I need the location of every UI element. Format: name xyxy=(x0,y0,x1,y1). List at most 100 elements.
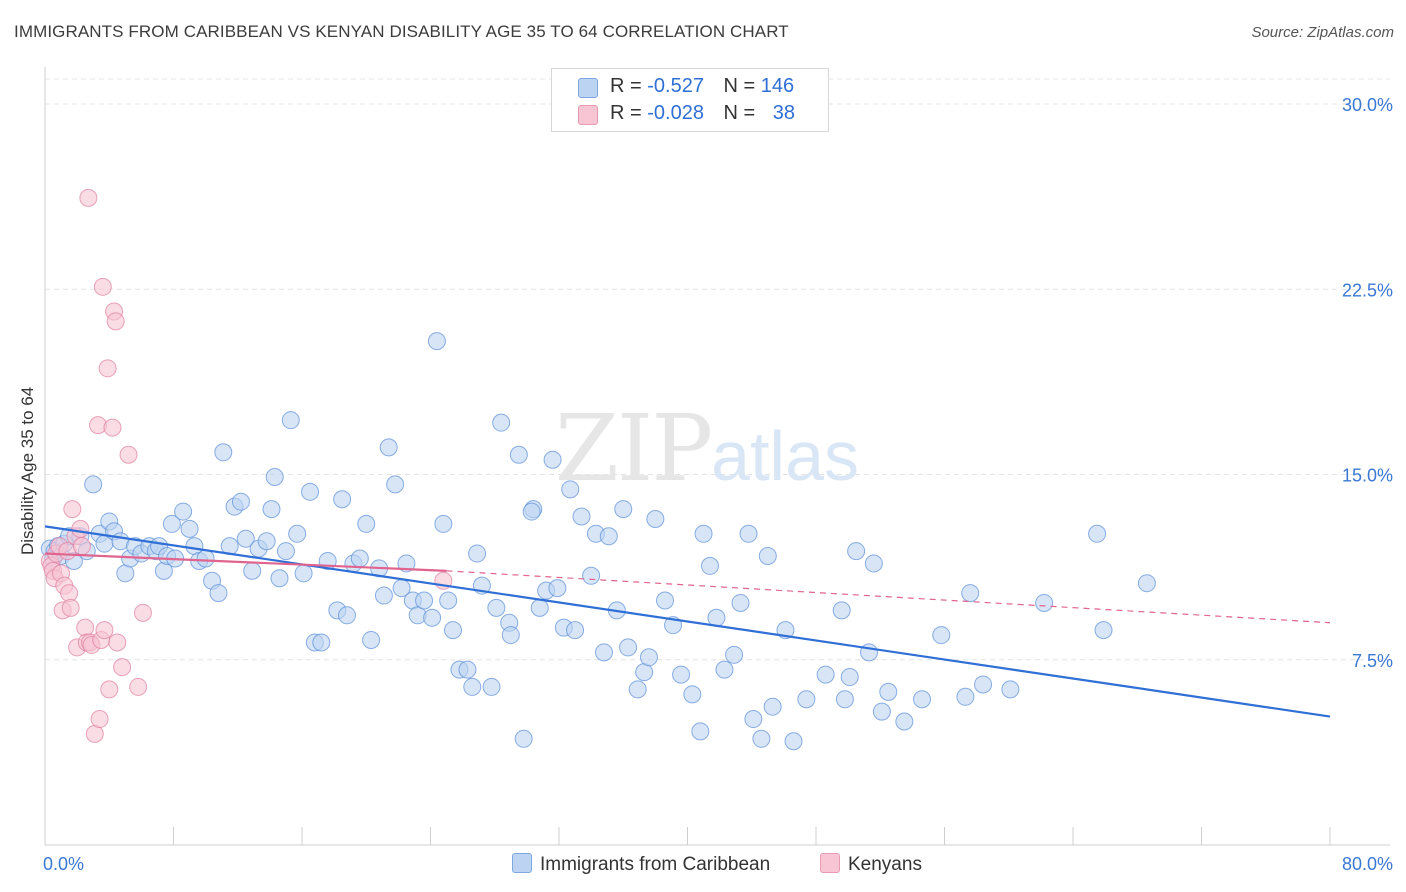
point-caribbean xyxy=(257,532,276,551)
y-tick-label: 30.0% xyxy=(1342,95,1393,115)
x-tick-label-min: 0.0% xyxy=(43,854,84,874)
point-caribbean xyxy=(744,710,763,729)
point-caribbean xyxy=(209,584,228,603)
point-caribbean xyxy=(594,643,613,662)
watermark: ZIPatlas xyxy=(555,395,859,502)
point-caribbean xyxy=(1088,524,1107,543)
trendline-kenyans-solid xyxy=(44,552,447,572)
y-tick-label: 22.5% xyxy=(1342,280,1393,300)
point-caribbean xyxy=(840,668,859,687)
point-caribbean xyxy=(276,542,295,561)
point-caribbean xyxy=(386,475,405,494)
y-tick-label: 7.5% xyxy=(1352,651,1393,671)
point-caribbean xyxy=(337,606,356,625)
point-caribbean xyxy=(214,443,233,462)
point-kenyans xyxy=(93,277,112,296)
bottom-legend-label-caribbean: Immigrants from Caribbean xyxy=(540,854,771,875)
point-kenyans xyxy=(95,621,114,640)
y-axis-label: Disability Age 35 to 64 xyxy=(18,386,37,555)
chart-title: IMMIGRANTS FROM CARIBBEAN VS KENYAN DISA… xyxy=(14,22,789,41)
watermark-zip: ZIP xyxy=(555,395,713,502)
point-caribbean xyxy=(301,482,320,501)
point-caribbean xyxy=(725,645,744,664)
point-caribbean xyxy=(879,682,898,701)
point-caribbean xyxy=(731,593,750,612)
legend-r-label: R = xyxy=(610,75,642,97)
point-caribbean xyxy=(561,480,580,499)
point-caribbean xyxy=(350,549,369,568)
point-caribbean xyxy=(374,586,393,605)
point-caribbean xyxy=(639,648,658,667)
point-caribbean xyxy=(270,569,289,588)
legend-r-label: R = xyxy=(610,102,642,124)
point-caribbean xyxy=(427,332,446,351)
point-kenyans xyxy=(79,188,98,207)
point-caribbean xyxy=(628,680,647,699)
point-caribbean xyxy=(1035,593,1054,612)
bottom-legend-swatch-kenyans xyxy=(820,853,840,873)
point-caribbean xyxy=(288,524,307,543)
point-caribbean xyxy=(243,561,262,580)
point-caribbean xyxy=(294,564,313,583)
point-caribbean xyxy=(956,687,975,706)
point-caribbean xyxy=(236,529,255,548)
point-kenyans xyxy=(61,598,80,617)
point-caribbean xyxy=(847,542,866,561)
bottom-legend-kenyans: Kenyans xyxy=(820,853,922,876)
point-caribbean xyxy=(434,514,453,533)
point-kenyans xyxy=(100,680,119,699)
bottom-legend-label-kenyans: Kenyans xyxy=(848,854,922,875)
point-kenyans xyxy=(108,633,127,652)
point-caribbean xyxy=(196,549,215,568)
point-caribbean xyxy=(312,633,331,652)
point-caribbean xyxy=(543,450,562,469)
point-caribbean xyxy=(763,697,782,716)
point-kenyans xyxy=(129,677,148,696)
point-caribbean xyxy=(439,591,458,610)
point-caribbean xyxy=(415,591,434,610)
point-caribbean xyxy=(482,677,501,696)
point-caribbean xyxy=(707,608,726,627)
watermark-atlas: atlas xyxy=(711,417,860,495)
point-kenyans xyxy=(63,500,82,519)
point-caribbean xyxy=(691,722,710,741)
point-caribbean xyxy=(758,547,777,566)
point-caribbean xyxy=(816,665,835,684)
point-caribbean xyxy=(509,445,528,464)
point-caribbean xyxy=(932,626,951,645)
point-caribbean xyxy=(333,490,352,509)
point-kenyans xyxy=(103,418,122,437)
point-caribbean xyxy=(646,509,665,528)
correlation-legend: R = -0.527 N = 146 R = -0.028 N = 38 xyxy=(551,68,829,132)
point-caribbean xyxy=(522,502,541,521)
point-caribbean xyxy=(468,544,487,563)
point-caribbean xyxy=(423,608,442,627)
y-tick-label: 15.0% xyxy=(1342,466,1393,486)
legend-n-value-kenyans: 38 xyxy=(772,102,796,124)
point-caribbean xyxy=(262,500,281,519)
point-caribbean xyxy=(1001,680,1020,699)
source-label: Source: ZipAtlas.com xyxy=(1251,24,1394,41)
point-kenyans xyxy=(119,445,138,464)
point-caribbean xyxy=(961,584,980,603)
point-kenyans xyxy=(72,537,91,556)
point-kenyans xyxy=(113,658,132,677)
point-kenyans xyxy=(98,359,117,378)
point-caribbean xyxy=(599,527,618,546)
point-caribbean xyxy=(694,524,713,543)
point-kenyans xyxy=(106,312,125,331)
point-kenyans xyxy=(60,584,79,603)
legend-n-value-caribbean: 146 xyxy=(760,75,795,97)
point-caribbean xyxy=(784,732,803,751)
bottom-legend-swatch-caribbean xyxy=(512,853,532,873)
point-caribbean xyxy=(619,638,638,657)
legend-swatch-caribbean xyxy=(578,78,598,98)
point-caribbean xyxy=(683,685,702,704)
point-caribbean xyxy=(797,690,816,709)
point-caribbean xyxy=(492,413,511,432)
point-caribbean xyxy=(1094,621,1113,640)
point-caribbean xyxy=(530,598,549,617)
point-caribbean xyxy=(832,601,851,620)
point-caribbean xyxy=(265,467,284,486)
